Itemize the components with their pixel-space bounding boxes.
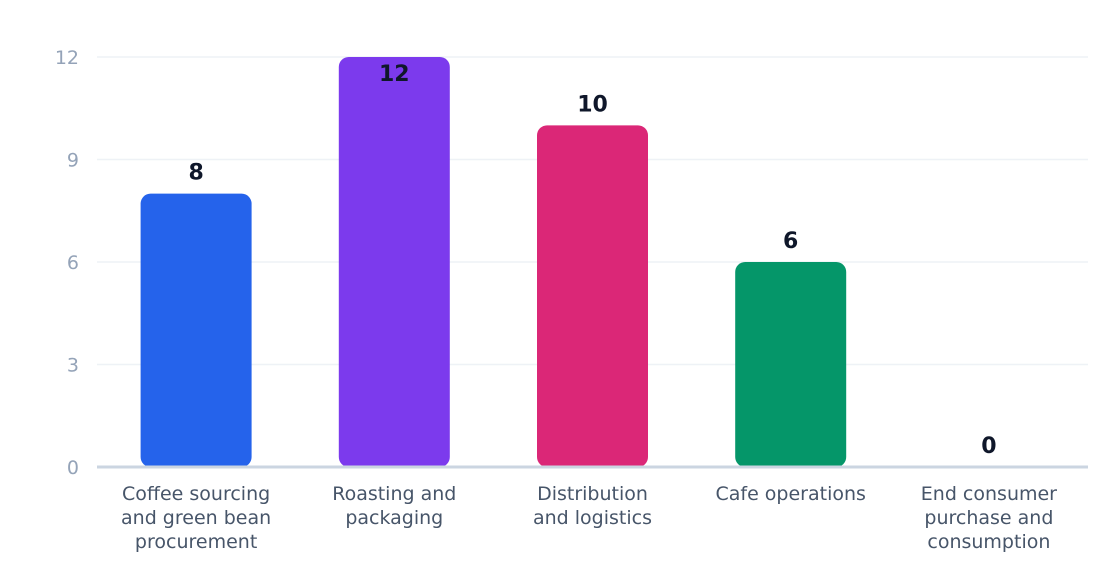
value-labels: 8 12 10 6 0 [188,62,996,459]
x-category-label-line: Roasting and [332,483,456,505]
x-category-label-line: and logistics [533,507,652,529]
x-category-label: Cafe operations [715,483,865,505]
x-category-label: Roasting and packaging [332,483,456,529]
bar [735,262,847,467]
y-axis-ticks: 0 3 6 9 12 [55,47,79,479]
x-category-label-line: consumption [927,531,1050,553]
x-category-label-line: procurement [135,531,257,553]
x-category-label-line: packaging [345,507,443,529]
x-category-label-line: Distribution [537,483,648,505]
x-category-label-line: purchase and [924,507,1053,529]
data-label: 6 [783,229,798,254]
data-label: 0 [981,434,996,459]
bar [537,125,648,467]
x-category-label-line: End consumer [921,483,1057,505]
x-category-label-line: Coffee sourcing [122,483,270,505]
x-category-label: Coffee sourcing and green bean procurement [121,483,271,553]
y-tick-label: 12 [55,47,79,69]
data-label: 8 [188,161,203,186]
y-tick-label: 9 [67,150,79,172]
x-category-label: End consumer purchase and consumption [921,483,1057,553]
x-category-label-line: and green bean [121,507,271,529]
bars [140,57,847,467]
x-axis-labels: Coffee sourcing and green bean procurement… [121,483,1057,553]
data-label: 12 [379,62,410,87]
bar [140,193,252,467]
x-category-label-line: Cafe operations [715,483,865,505]
x-category-label: Distribution and logistics [533,483,652,529]
bar [338,57,450,467]
y-tick-label: 6 [67,252,79,274]
y-tick-label: 3 [67,355,79,377]
y-tick-label: 0 [67,457,79,479]
data-label: 10 [577,92,608,117]
